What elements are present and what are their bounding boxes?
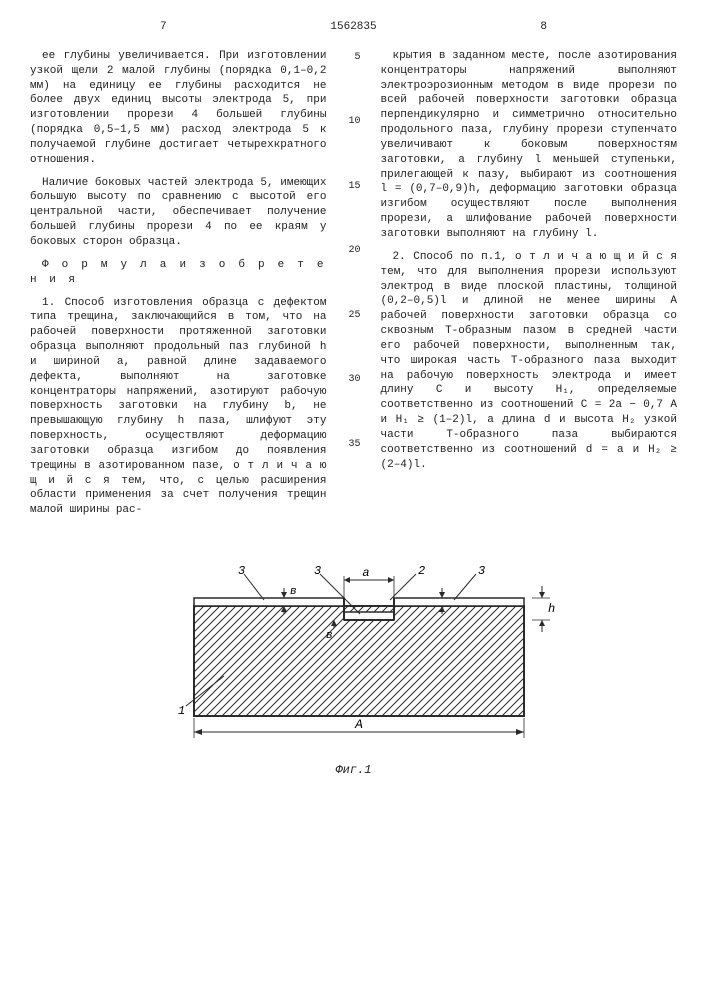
right-column: крытия в заданном месте, после азотирова… [381, 49, 678, 526]
dim-A-label: A [354, 717, 363, 732]
claim-2: 2. Способ по п.1, о т л и ч а ю щ и й с … [381, 250, 678, 473]
ref-3-right: 3 [478, 564, 485, 578]
figure-svg: а 3 3 2 3 в в h [134, 556, 574, 756]
ref-2: 2 [418, 564, 425, 578]
line-num: 35 [347, 438, 361, 452]
page-number-left: 7 [160, 20, 167, 35]
line-num: 15 [347, 180, 361, 194]
dim-b1-label: в [290, 586, 297, 598]
line-num: 5 [347, 51, 361, 65]
line-numbers: 5 10 15 20 25 30 35 [347, 49, 361, 526]
doc-number: 1562835 [330, 21, 376, 33]
ref-3-left: 3 [238, 564, 245, 578]
dim-h-label: h [548, 602, 555, 616]
ref-3-mid: 3 [314, 564, 321, 578]
formula-title: Ф о р м у л а и з о б р е т е н и я [30, 258, 327, 288]
para: ее глубины увеличивается. При изготовлен… [30, 49, 327, 168]
text-columns: ее глубины увеличивается. При изготовлен… [30, 49, 677, 526]
ref-1: 1 [178, 704, 185, 718]
para: крытия в заданном месте, после азотирова… [381, 49, 678, 242]
dim-b2-label: в [326, 630, 333, 642]
left-column: ее глубины увеличивается. При изготовлен… [30, 49, 327, 526]
para: Наличие боковых частей электрода 5, имею… [30, 176, 327, 250]
line-num: 20 [347, 244, 361, 258]
line-num: 10 [347, 115, 361, 129]
line-num: 25 [347, 309, 361, 323]
claim-1: 1. Способ изготовления образца с дефекто… [30, 296, 327, 519]
line-num: 30 [347, 373, 361, 387]
page-header: 7 1562835 8 [30, 20, 677, 35]
page-number-right: 8 [540, 20, 547, 35]
figure-1: а 3 3 2 3 в в h [30, 556, 677, 778]
dim-a-label: а [362, 566, 369, 580]
figure-label: Фиг.1 [30, 762, 677, 778]
